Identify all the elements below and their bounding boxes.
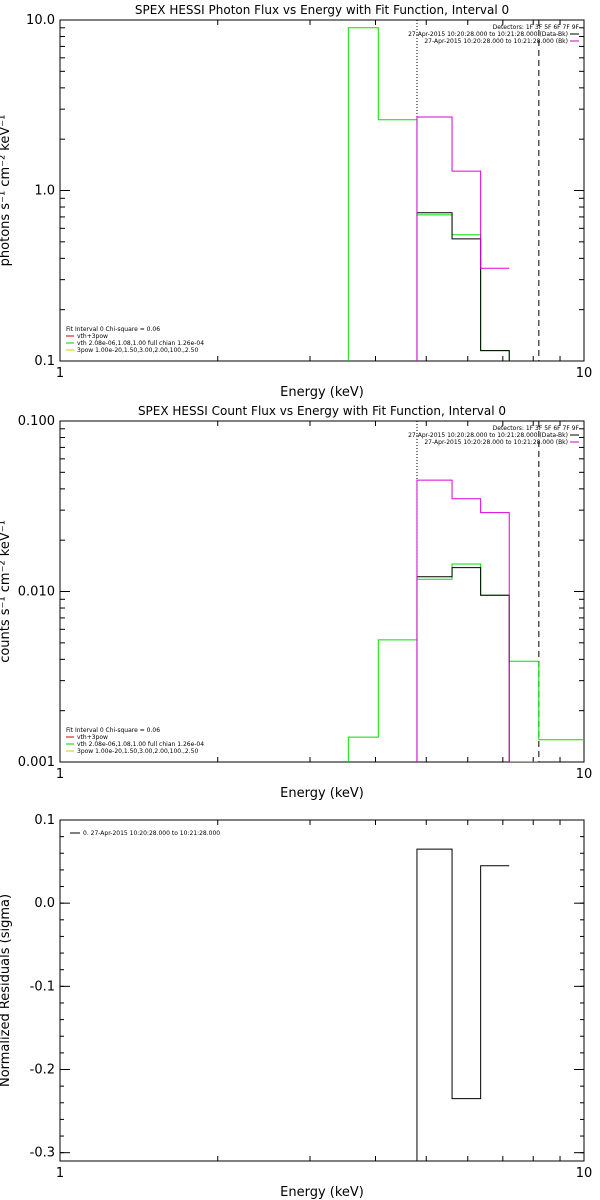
series-group (416, 848, 510, 1161)
series-line-1 (347, 27, 539, 361)
chart-title: SPEX HESSI Photon Flux vs Energy with Fi… (135, 3, 509, 17)
plot-frame (59, 420, 585, 763)
legend-entry: Fit Interval 0 Chi-square = 0.06 (66, 727, 160, 734)
x-axis-label: Energy (keV) (280, 786, 364, 801)
y-tick-label: 0.0 (34, 896, 55, 911)
legend-entry: 27-Apr-2015 10:20:28.000 to 10:21:28.000… (424, 439, 568, 446)
x-tick-label: 1 (56, 767, 64, 782)
y-axis-label: photons s⁻¹ cm⁻² keV⁻¹ (0, 115, 13, 267)
legend-entry: 27-Apr-2015 10:20:28.000 to 10:21:28.000… (424, 38, 568, 45)
series-line-2 (416, 567, 539, 762)
legend-entry: Fit Interval 0 Chi-square = 0.06 (66, 326, 160, 333)
x-axis-label: Energy (keV) (280, 1185, 364, 1200)
y-tick-label: 0.1 (34, 813, 55, 828)
series-line-3 (416, 479, 539, 762)
legend-entry: 3pow 1.00e-20,1.50,3.00,2.00,100.,2.50 (77, 347, 198, 354)
x-axis-label: Energy (keV) (280, 385, 364, 400)
chart-panel-2: SPEX HESSI Count Flux vs Energy with Fit… (0, 404, 592, 801)
legend-entry: 3pow 1.00e-20,1.50,3.00,2.00,100.,2.50 (77, 748, 198, 755)
x-tick-label: 1 (56, 366, 64, 381)
y-axis-label: Normalized Residuals (sigma) (0, 894, 13, 1087)
x-tick-label: 10 (576, 767, 593, 782)
plot-frame (59, 819, 585, 1162)
legend-entry: 27-Apr-2015 10:20:28.000 to 10:21:28.000… (408, 31, 568, 38)
series-line-1 (347, 563, 584, 762)
y-tick-label: 0.1 (34, 354, 55, 369)
y-tick-label: 0.100 (18, 414, 55, 429)
series-group (347, 27, 539, 361)
legend-entry: 27-Apr-2015 10:20:28.000 to 10:21:28.000… (408, 432, 568, 439)
legend-entry: Detectors: 1F 3F 5F 6F 7F 9F (493, 24, 580, 31)
chart-panel-3: 1 10 0.1 0.0 -0.1 -0.2 -0.3 Energy (keV) Normali… (0, 813, 592, 1200)
x-tick-label: 10 (576, 1166, 593, 1181)
legend-entry: Detectors: 1F 3F 5F 6F 7F 9F (493, 425, 580, 432)
legend-entry: vth 2.08e-06,1.08,1.00 full chian 1.26e-… (77, 340, 204, 347)
legend-entry: vth+3pow (77, 333, 108, 340)
y-tick-label: 0.010 (18, 585, 55, 600)
x-tick-label: 1 (56, 1166, 64, 1181)
y-tick-label: 1.0 (34, 184, 55, 199)
plot-frame (59, 19, 585, 362)
legend-entry: 0. 27-Apr-2015 10:20:28.000 to 10:21:28.… (83, 830, 220, 837)
y-tick-label: -0.1 (30, 979, 55, 994)
legend-entry: vth+3pow (77, 734, 108, 741)
chart-title: SPEX HESSI Count Flux vs Energy with Fit… (138, 404, 506, 418)
y-axis-label: counts s⁻¹ cm⁻² keV⁻¹ (0, 520, 13, 663)
y-tick-label: 10.0 (26, 13, 55, 28)
x-tick-label: 10 (576, 366, 593, 381)
series-line-1 (416, 848, 510, 1161)
series-group (347, 479, 584, 762)
y-tick-label: 0.001 (18, 755, 55, 770)
y-tick-label: -0.3 (30, 1146, 55, 1161)
y-tick-label: -0.2 (30, 1063, 55, 1078)
series-line-3 (416, 116, 510, 361)
legend-entry: vth 2.08e-06,1.08,1.00 full chian 1.26e-… (77, 741, 204, 748)
chart-panel-1: SPEX HESSI Photon Flux vs Energy with Fi… (0, 3, 592, 400)
